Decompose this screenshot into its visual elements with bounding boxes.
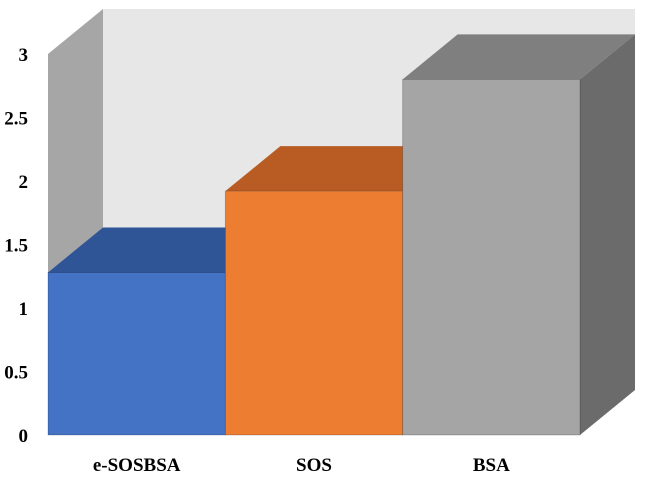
x-axis: e-SOSBSA SOS BSA [93,455,510,476]
x-category-label: BSA [473,455,510,476]
y-tick-label: 0.5 [4,363,28,384]
y-tick-label: 1.5 [4,236,28,257]
bar-top-face [48,227,281,273]
y-tick-label: 2 [19,172,29,193]
y-tick-label: 0 [19,426,29,447]
y-tick-label: 3 [19,45,29,66]
y-tick-label: 2.5 [4,109,28,130]
y-axis: 0 0.5 1 1.5 2 2.5 3 [4,45,28,447]
bars-group [47,34,635,436]
bar-side-face [580,34,635,436]
x-category-label: e-SOSBSA [93,455,181,476]
bar-front-face [47,272,226,436]
bar-front-face [224,190,404,436]
bar-bsa [402,34,635,436]
bar-top-face [402,34,635,80]
x-category-label: SOS [296,455,332,476]
bar-front-face [402,79,581,436]
y-tick-label: 1 [19,299,29,320]
bar-top-face [225,146,458,192]
